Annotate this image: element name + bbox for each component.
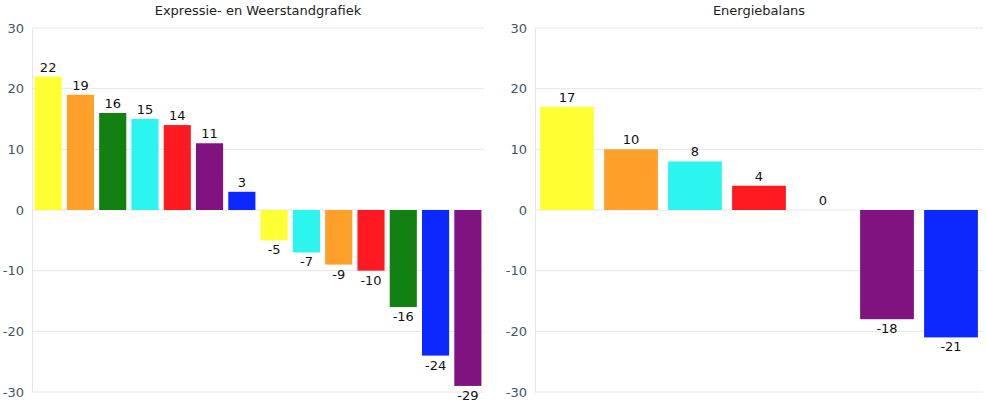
data-label: 16	[104, 96, 121, 111]
y-axis: -30 -20 -10 0 10 20 30	[506, 21, 536, 400]
bar	[860, 210, 914, 319]
grid	[535, 28, 983, 392]
grid-line	[32, 88, 484, 89]
bar	[390, 210, 417, 307]
data-label: 10	[623, 132, 640, 147]
data-label: 0	[819, 193, 827, 208]
data-label: -18	[876, 321, 897, 336]
data-label: -9	[332, 267, 345, 282]
bar	[131, 119, 158, 210]
y-tick-label: 20	[510, 81, 527, 96]
grid-line	[32, 392, 484, 393]
grid-line	[535, 270, 983, 271]
bar	[164, 125, 191, 210]
grid-line	[535, 331, 983, 332]
y-tick: -10	[3, 263, 32, 278]
bar	[924, 210, 978, 337]
y-tick-label: -10	[506, 263, 527, 278]
data-label: 19	[72, 78, 89, 93]
y-tick: -30	[3, 385, 32, 400]
y-tick: -10	[506, 263, 535, 278]
y-tick: 30	[7, 21, 32, 36]
chart-panel: Energiebalans -30 -20 -10 0 10 20 30 17 10 8 4 0 -18 -…	[506, 3, 983, 400]
y-axis-line	[535, 29, 536, 393]
y-tick-label: 30	[7, 21, 24, 36]
grid-line	[32, 331, 484, 332]
y-tick-label: -10	[3, 263, 24, 278]
data-label: 3	[238, 175, 246, 190]
y-axis-line	[32, 29, 33, 393]
data-label: -29	[457, 388, 478, 403]
y-tick-label: 20	[7, 81, 24, 96]
grid-line	[535, 149, 983, 150]
data-label: 22	[40, 60, 57, 75]
data-labels: 22 19 16 15 14 11 3 -5 -7 -9 -10 -16 -24 -29	[40, 60, 479, 403]
chart-title: Energiebalans	[713, 3, 805, 18]
y-axis: -30 -20 -10 0 10 20 30	[3, 21, 33, 400]
bar	[540, 107, 594, 210]
bar	[99, 113, 126, 210]
y-tick-label: -30	[3, 385, 24, 400]
chart-canvas: Expressie- en Weerstandgrafiek -30 -20 -10 0…	[0, 0, 987, 416]
data-label: -24	[425, 358, 446, 373]
y-tick-label: -20	[506, 324, 527, 339]
data-label: -21	[940, 339, 961, 354]
bar	[357, 210, 384, 271]
bar	[228, 192, 255, 210]
y-tick: -20	[3, 324, 32, 339]
bar	[422, 210, 449, 356]
y-tick-label: 0	[16, 203, 24, 218]
y-tick-label: -20	[3, 324, 24, 339]
data-labels: 17 10 8 4 0 -18 -21	[559, 90, 962, 355]
data-label: -5	[268, 242, 281, 257]
y-tick-label: 0	[519, 203, 527, 218]
chart-title: Expressie- en Weerstandgrafiek	[155, 3, 362, 18]
data-label: 17	[559, 90, 576, 105]
grid	[32, 28, 484, 392]
bar	[261, 210, 288, 240]
y-tick: 20	[7, 81, 32, 96]
bar	[604, 149, 658, 210]
data-label: 14	[169, 108, 186, 123]
data-label: 4	[755, 169, 763, 184]
y-tick-label: 30	[510, 21, 527, 36]
data-label: -16	[393, 309, 414, 324]
y-tick: 30	[510, 21, 535, 36]
bars	[540, 107, 978, 338]
bar	[732, 186, 786, 210]
y-tick: -30	[506, 385, 535, 400]
data-label: 15	[137, 102, 154, 117]
data-label: -7	[300, 254, 313, 269]
bar	[796, 210, 850, 211]
bar	[668, 161, 722, 210]
data-label: -10	[360, 273, 381, 288]
y-tick-label: 10	[7, 142, 24, 157]
bar	[454, 210, 481, 386]
bars	[35, 77, 482, 386]
y-tick: 0	[16, 203, 32, 218]
y-tick: 0	[519, 203, 535, 218]
y-tick: -20	[506, 324, 535, 339]
bar	[196, 143, 223, 210]
grid-line	[32, 28, 484, 29]
data-label: 8	[691, 144, 699, 159]
grid-line	[535, 392, 983, 393]
data-label: 11	[201, 126, 218, 141]
chart-panel: Expressie- en Weerstandgrafiek -30 -20 -10 0…	[3, 3, 484, 403]
y-tick: 10	[510, 142, 535, 157]
bar	[293, 210, 320, 252]
y-tick-label: -30	[506, 385, 527, 400]
grid-line	[535, 88, 983, 89]
y-tick-label: 10	[510, 142, 527, 157]
bar	[325, 210, 352, 265]
grid-line	[535, 28, 983, 29]
y-tick: 10	[7, 142, 32, 157]
bar	[35, 77, 62, 210]
y-tick: 20	[510, 81, 535, 96]
bar	[67, 95, 94, 210]
